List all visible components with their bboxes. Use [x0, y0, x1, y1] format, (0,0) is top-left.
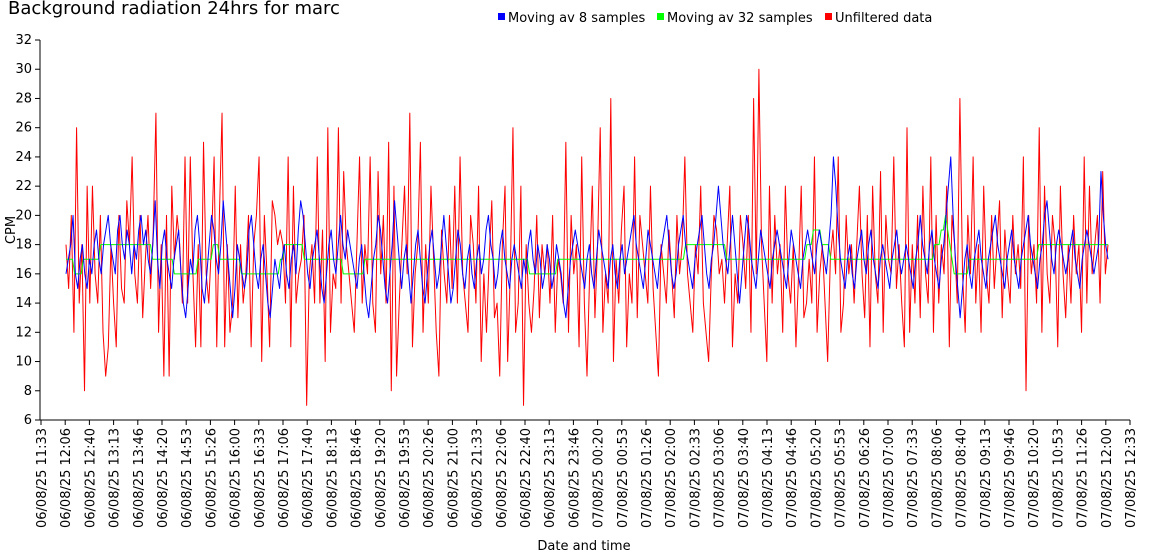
- y-axis-ticks: 6 8 10 12 14 16 18 20 22 24 26 28 30 32: [15, 33, 40, 428]
- x-tick-label: 07/08/25 10:20: [1027, 428, 1042, 528]
- x-tick-label: 06/08/25 13:46: [132, 428, 147, 528]
- x-tick-label: 06/08/25 22:40: [519, 428, 534, 528]
- x-tick-label: 06/08/25 21:33: [471, 428, 486, 528]
- legend-label: Moving av 8 samples: [508, 11, 646, 26]
- x-tick-label: 06/08/25 14:53: [180, 428, 195, 528]
- x-tick-label: 07/08/25 01:26: [640, 428, 655, 528]
- x-tick-label: 06/08/25 19:20: [374, 428, 389, 528]
- x-tick-label: 06/08/25 14:20: [156, 428, 171, 528]
- x-tick-label: 07/08/25 12:33: [1124, 428, 1139, 528]
- y-tick-label: 20: [15, 208, 32, 223]
- x-tick-label: 07/08/25 06:26: [858, 428, 873, 528]
- y-tick-label: 8: [24, 384, 32, 399]
- x-tick-label: 06/08/25 19:53: [398, 428, 413, 528]
- series-layer: [65, 68, 1109, 406]
- legend-label: Moving av 32 samples: [667, 11, 813, 26]
- x-tick-label: 07/08/25 09:46: [1003, 428, 1018, 528]
- x-tick-label: 07/08/25 08:40: [955, 428, 970, 528]
- axes: [39, 40, 1130, 421]
- x-tick-label: 06/08/25 13:13: [108, 428, 123, 528]
- x-axis-title: Date and time: [537, 539, 630, 554]
- x-tick-label: 07/08/25 04:13: [761, 428, 776, 528]
- x-tick-label: 06/08/25 21:00: [446, 428, 461, 528]
- legend-swatch: [825, 13, 832, 20]
- x-tick-label: 06/08/25 22:06: [495, 428, 510, 528]
- series-line-moving-av-8-samples: [65, 156, 1109, 319]
- x-tick-label: 07/08/25 07:00: [882, 428, 897, 528]
- y-tick-label: 14: [15, 296, 32, 311]
- x-tick-label: 06/08/25 12:40: [83, 428, 98, 528]
- x-tick-label: 06/08/25 12:06: [59, 428, 74, 528]
- x-tick-label: 06/08/25 16:33: [253, 428, 268, 528]
- x-tick-label: 07/08/25 11:26: [1076, 428, 1091, 528]
- x-tick-label: 07/08/25 03:40: [737, 428, 752, 528]
- y-tick-label: 24: [15, 150, 32, 165]
- x-tick-label: 07/08/25 04:46: [785, 428, 800, 528]
- x-tick-label: 07/08/25 00:53: [616, 428, 631, 528]
- x-tick-label: 06/08/25 16:00: [229, 428, 244, 528]
- x-axis-ticks: 06/08/25 11:33 06/08/25 12:06 06/08/25 12:…: [35, 420, 1139, 528]
- x-tick-label: 07/08/25 03:06: [713, 428, 728, 528]
- legend-swatch: [498, 13, 505, 20]
- y-tick-label: 12: [15, 325, 32, 340]
- x-tick-label: 06/08/25 11:33: [35, 428, 50, 528]
- x-tick-label: 07/08/25 09:13: [979, 428, 994, 528]
- series-line-unfiltered-data: [65, 68, 1109, 406]
- legend-label: Unfiltered data: [835, 11, 932, 26]
- chart-title: Background radiation 24hrs for marc: [8, 0, 340, 19]
- y-tick-label: 10: [15, 355, 32, 370]
- legend-swatch: [657, 13, 664, 20]
- y-tick-label: 6: [24, 413, 32, 428]
- y-axis-title: CPM: [4, 216, 19, 244]
- y-tick-label: 28: [15, 91, 32, 106]
- x-tick-label: 07/08/25 02:00: [664, 428, 679, 528]
- y-tick-label: 30: [15, 62, 32, 77]
- x-tick-label: 07/08/25 12:00: [1100, 428, 1115, 528]
- x-tick-label: 07/08/25 02:33: [688, 428, 703, 528]
- y-tick-label: 16: [15, 267, 32, 282]
- x-tick-label: 06/08/25 18:13: [325, 428, 340, 528]
- x-tick-label: 06/08/25 18:46: [350, 428, 365, 528]
- x-tick-label: 07/08/25 08:06: [930, 428, 945, 528]
- x-tick-label: 06/08/25 23:13: [543, 428, 558, 528]
- x-tick-label: 06/08/25 17:40: [301, 428, 316, 528]
- y-tick-label: 32: [15, 33, 32, 48]
- x-tick-label: 07/08/25 00:20: [592, 428, 607, 528]
- y-tick-label: 18: [15, 238, 32, 253]
- x-tick-label: 07/08/25 05:53: [834, 428, 849, 528]
- x-tick-label: 06/08/25 15:26: [204, 428, 219, 528]
- y-tick-label: 22: [15, 179, 32, 194]
- x-tick-label: 06/08/25 17:06: [277, 428, 292, 528]
- x-tick-label: 06/08/25 20:26: [422, 428, 437, 528]
- x-tick-label: 07/08/25 05:20: [809, 428, 824, 528]
- y-tick-label: 26: [15, 121, 32, 136]
- x-tick-label: 07/08/25 07:33: [906, 428, 921, 528]
- legend: Moving av 8 samples Moving av 32 samples U…: [498, 11, 932, 26]
- x-tick-label: 06/08/25 23:46: [567, 428, 582, 528]
- x-tick-label: 07/08/25 10:53: [1051, 428, 1066, 528]
